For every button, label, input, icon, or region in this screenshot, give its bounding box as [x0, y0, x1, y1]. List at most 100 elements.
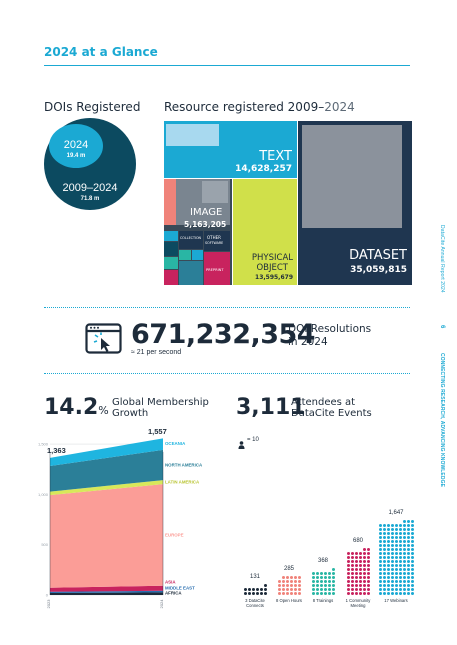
side-report-label: DataCite Annual Report 2024: [439, 225, 445, 293]
area-series-asia: [50, 585, 163, 592]
image-value: 5,163,205: [184, 220, 227, 229]
treemap-dataset: DATASET 35,059,815: [298, 121, 412, 285]
resolutions-rate: ≈ 21 per second: [131, 349, 182, 356]
section-divider-1: [44, 307, 410, 308]
page-title: 2024 at a Glance: [44, 45, 158, 59]
membership-pct-sign: %: [98, 404, 109, 417]
event-bar-label-line: 8 Trainings: [312, 598, 334, 603]
series-label-asia: ASIA: [165, 579, 176, 584]
chart-area-layers: [50, 438, 163, 595]
person-icon: [238, 436, 245, 454]
other-block: OTHER SOFTWARE: [204, 231, 230, 251]
image-light-block: [202, 181, 228, 203]
series-label-oceania: OCEANIA: [165, 441, 186, 446]
side-tagline-text: CONNECTING RESEARCH, ADVANCING KNOWLEDGE: [439, 353, 445, 488]
small-block-5: [179, 250, 191, 260]
membership-end-total: 1,557: [148, 427, 167, 436]
preprint-label: PREPRINT: [206, 268, 224, 272]
physical-label-2: OBJECT: [256, 263, 288, 273]
event-bar-value: 131: [249, 574, 260, 580]
small-block-1: [164, 231, 178, 241]
x-tick-label: 2024: [159, 599, 164, 609]
series-label-latin-america: LATIN AMERICA: [165, 480, 200, 485]
membership-pct: 14.2%: [44, 395, 109, 420]
event-bar-3: [346, 548, 370, 595]
series-label-africa: AFRICA: [165, 591, 182, 596]
event-bar-label-line: 17 Webinars: [384, 598, 408, 603]
membership-label-1: Global Membership: [112, 397, 209, 408]
resolutions-label-1: DOI Resolutions: [288, 323, 372, 335]
preprint-block: PREPRINT: [204, 252, 230, 285]
physical-value: 13,595,679: [255, 274, 293, 281]
event-bar-label-line: 1 Community: [345, 598, 371, 603]
page-number: 6: [439, 325, 445, 329]
resource-treemap: TEXT 14,628,257 DATASET 35,059,815 IMAGE…: [164, 121, 412, 285]
membership-start-total: 1,363: [47, 446, 66, 455]
x-tick-label: 2023: [46, 599, 51, 609]
event-bar-label-line: 8 Open Hours: [275, 598, 303, 603]
treemap-physical-object: PHYSICAL OBJECT 13,595,679: [233, 179, 297, 285]
title-divider: [44, 65, 410, 66]
events-label-1: Attendees at: [291, 397, 356, 408]
dois-inner-circle: [49, 124, 103, 168]
event-bar-label: 3 DataCite Connects: [235, 598, 275, 609]
small-block-4: [164, 270, 178, 285]
series-label-north-america: NORTH AMERICA: [165, 462, 203, 467]
physical-label-1: PHYSICAL: [251, 253, 293, 263]
event-bar-2: [311, 568, 335, 595]
area-series-africa: [50, 592, 163, 595]
other-label: OTHER: [207, 235, 221, 240]
area-series-oceania: [50, 438, 163, 466]
event-bar-label-line: 3 DataCite: [245, 598, 265, 603]
collection-block: COLLECTION: [179, 231, 203, 249]
event-bar-label: 8 Trainings: [303, 598, 343, 604]
dois-range-label: 2009–2024: [62, 182, 118, 194]
resources-heading: Resource registered 2009–2024: [164, 100, 355, 114]
image-label: IMAGE: [190, 207, 223, 218]
y-tick-label: 500: [41, 542, 48, 547]
area-series-middle-east: [50, 590, 163, 593]
y-tick-label: 1,500: [38, 442, 49, 447]
series-label-europe: EUROPE: [165, 532, 184, 537]
image-pink-block: [164, 179, 176, 225]
membership-label-2: Growth: [112, 408, 149, 419]
dois-year-label: 2024: [63, 139, 89, 151]
software-label: SOFTWARE: [205, 241, 224, 245]
chart-axis: 0 500 1,000 1,500 2023 2024: [38, 442, 164, 609]
resolutions-value: 671,232,354: [131, 319, 316, 350]
text-value: 14,628,257: [235, 164, 292, 174]
dataset-value: 35,059,815: [350, 265, 407, 275]
event-bar-value: 680: [352, 538, 363, 544]
event-bar-value: 285: [283, 566, 294, 572]
treemap-image: IMAGE 5,163,205 COLLECTION OTHER SOFTWAR…: [164, 179, 232, 285]
membership-pct-value: 14.2: [44, 395, 99, 420]
event-bar-4: [378, 520, 414, 595]
area-series-north-america: [50, 449, 163, 492]
event-bar-label: 8 Open Hours: [269, 598, 309, 604]
event-bar-0: [243, 584, 267, 595]
events-value: 3,111: [236, 395, 306, 420]
dois-heading: DOIs Registered: [44, 100, 141, 114]
series-label-middle-east: MIDDLE EAST: [165, 585, 195, 590]
event-bar-1: [277, 576, 301, 595]
resources-heading-a: Resource registered 2009–: [164, 100, 325, 114]
area-series-latin-america: [50, 480, 163, 496]
area-series-europe: [50, 484, 163, 588]
dataset-label: DATASET: [349, 248, 407, 263]
treemap-text: TEXT 14,628,257: [164, 121, 297, 178]
small-block-2: [164, 242, 178, 256]
small-block-6: [192, 250, 203, 260]
event-bar-value: 1,647: [388, 510, 404, 516]
event-bar-label: 17 Webinars: [376, 598, 416, 604]
dois-range-value: 71.8 m: [80, 196, 100, 202]
small-block-3: [164, 257, 178, 269]
y-tick-label: 1,000: [38, 492, 49, 497]
resources-heading-year: 2024: [324, 100, 355, 114]
small-block-7: [179, 261, 203, 285]
event-bar-label: 1 Community Meeting: [338, 598, 378, 609]
collection-label: COLLECTION: [180, 236, 202, 240]
y-tick-label: 0: [46, 593, 49, 598]
text-label: TEXT: [259, 149, 292, 164]
